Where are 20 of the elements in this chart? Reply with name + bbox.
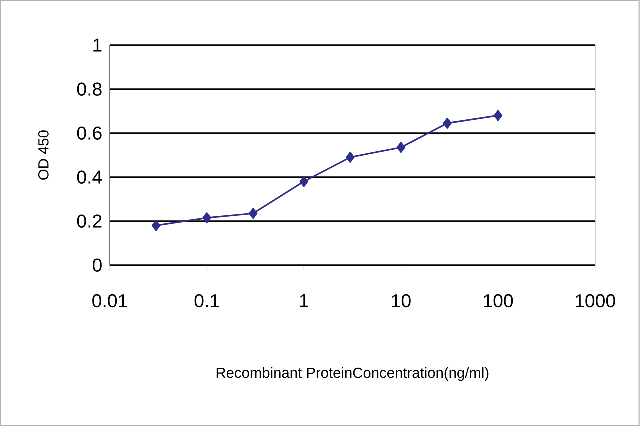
point bbox=[494, 110, 503, 122]
y-tick-label: 0.6 bbox=[77, 126, 102, 140]
point bbox=[300, 176, 308, 188]
x-tick-label: 0.01 bbox=[92, 294, 128, 308]
y-tick-label: 0 bbox=[92, 258, 102, 272]
y-tick-label: 1 bbox=[94, 39, 102, 52]
x-tick-label: 1000 bbox=[576, 294, 616, 308]
point bbox=[396, 142, 406, 154]
x-tick-label: 100 bbox=[484, 294, 514, 308]
y-tick-label: 0.8 bbox=[77, 82, 102, 96]
x-axis-title: Recombinant ProteinConcentration(ng/ml) bbox=[216, 368, 489, 382]
point bbox=[152, 220, 161, 232]
x-tick-label: 1 bbox=[300, 294, 308, 308]
y-tick-label: 0.4 bbox=[77, 170, 102, 184]
point bbox=[346, 152, 355, 164]
x-tick-label: 10 bbox=[392, 294, 411, 308]
y-tick-label: 0.2 bbox=[77, 214, 102, 228]
x-tick-label: 0.1 bbox=[194, 294, 220, 308]
point bbox=[249, 208, 258, 220]
y-axis-title: OD 450 bbox=[38, 130, 49, 180]
